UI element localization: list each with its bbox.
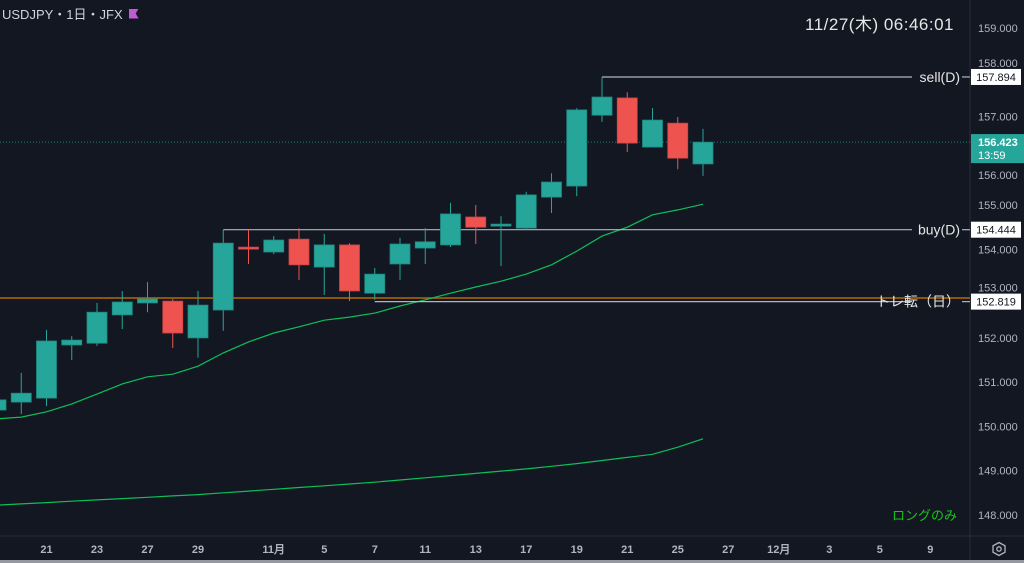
settings-gear-icon[interactable]: [991, 541, 1007, 557]
current-price-label: 156.423: [978, 137, 1018, 149]
symbol-header[interactable]: USDJPY・1日・JFX: [2, 4, 139, 23]
candle-down: [162, 300, 184, 334]
time-tick: 13: [470, 544, 482, 556]
candle-up: [10, 392, 32, 403]
candle-up: [61, 339, 83, 346]
level-price-badge: [971, 68, 1021, 85]
candle-up: [364, 273, 386, 294]
price-tick: 149.000: [978, 466, 1018, 478]
candle-up: [313, 244, 335, 268]
candle-up: [187, 304, 209, 339]
candle-up: [111, 301, 133, 316]
candle-up: [36, 340, 57, 399]
candle-up: [490, 223, 512, 227]
level-price-label: 152.819: [976, 297, 1016, 309]
price-tick: 156.000: [978, 170, 1018, 182]
scrollbar[interactable]: [0, 560, 1024, 563]
price-tick: 151.000: [978, 377, 1018, 389]
chart-note: ロングのみ: [892, 509, 957, 524]
price-tick: 154.000: [978, 244, 1018, 256]
candle-up: [515, 194, 537, 229]
candle-up: [263, 239, 285, 253]
level-price-label: 157.894: [976, 72, 1016, 84]
level-label: buy(D): [918, 222, 960, 238]
level-price-badge: [971, 221, 1021, 238]
time-tick: 25: [672, 544, 684, 556]
time-tick: 27: [722, 544, 734, 556]
time-tick: 21: [621, 544, 633, 556]
price-tick: 153.000: [978, 283, 1018, 295]
candle-down: [465, 216, 487, 228]
time-tick: 12月: [767, 543, 790, 556]
time-tick: 11: [419, 544, 431, 556]
price-tick: 148.000: [978, 510, 1018, 522]
level-price-label: 154.444: [976, 225, 1016, 237]
time-tick: 3: [826, 544, 832, 556]
candle-down: [238, 246, 259, 250]
candle-up: [0, 399, 7, 411]
candle-up: [212, 242, 234, 311]
level-price-badge: [971, 293, 1021, 310]
candle-up: [566, 109, 588, 187]
candle-down: [616, 97, 638, 144]
candle-up: [692, 141, 714, 165]
candle-down: [667, 122, 689, 159]
time-tick: 11月: [262, 543, 285, 556]
price-tick: 158.000: [978, 58, 1018, 70]
time-tick: 29: [192, 544, 204, 556]
price-tick: 152.000: [978, 333, 1018, 345]
moving-average-short: [0, 203, 704, 420]
time-tick: 7: [372, 544, 378, 556]
price-tick: 157.000: [978, 112, 1018, 124]
time-tick: 27: [141, 544, 153, 556]
current-price-badge: [971, 134, 1024, 164]
time-tick: 9: [927, 544, 933, 556]
candle-up: [440, 213, 461, 246]
flag-icon[interactable]: [128, 8, 139, 19]
time-tick: 23: [91, 544, 103, 556]
candle-up: [414, 241, 436, 249]
clock: 11/27(木) 06:46:01: [805, 15, 954, 34]
time-tick: 5: [321, 544, 327, 556]
symbol-label: USDJPY・1日・JFX: [2, 7, 123, 22]
candle-up: [137, 298, 158, 304]
time-tick: 17: [520, 544, 532, 556]
price-tick: 150.000: [978, 421, 1018, 433]
candle-down: [288, 238, 310, 266]
price-tick: 159.000: [978, 23, 1018, 35]
time-tick: 21: [40, 544, 52, 556]
bar-countdown: 13:59: [978, 150, 1006, 162]
price-tick: 155.000: [978, 200, 1018, 212]
candle-up: [86, 311, 108, 344]
time-tick: 5: [877, 544, 883, 556]
candle-up: [591, 96, 613, 116]
candle-up: [389, 243, 411, 265]
moving-average-long: [0, 438, 704, 506]
candle-up: [642, 119, 663, 148]
candle-down: [339, 244, 360, 292]
level-label: sell(D): [920, 69, 960, 85]
candle-up: [541, 181, 562, 198]
level-label: トレ転（日）: [876, 294, 960, 310]
time-tick: 19: [571, 544, 583, 556]
